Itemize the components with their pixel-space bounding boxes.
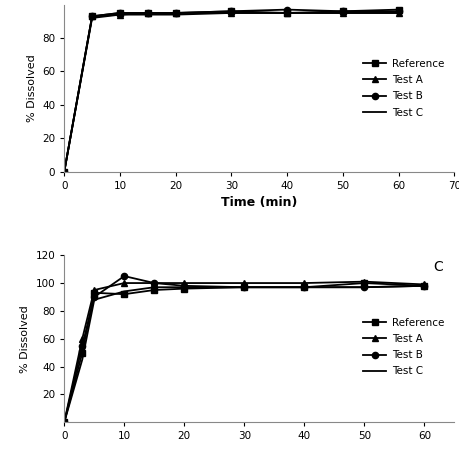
Test A — [62, 420, 67, 425]
Test A — [422, 282, 427, 287]
Reference — [151, 287, 157, 293]
Reference — [145, 10, 151, 16]
Reference — [91, 290, 97, 296]
Test B — [229, 9, 234, 14]
Reference — [182, 286, 187, 291]
Test B — [422, 283, 427, 289]
Reference — [241, 285, 247, 290]
Legend: Reference, Test A, Test B, Test C: Reference, Test A, Test B, Test C — [358, 313, 449, 382]
Reference — [396, 7, 402, 12]
X-axis label: Time (min): Time (min) — [221, 196, 297, 209]
Test B — [362, 285, 367, 290]
Test A — [62, 169, 67, 174]
Test A — [79, 336, 85, 341]
Text: C: C — [433, 260, 442, 274]
Line: Test C: Test C — [64, 286, 425, 422]
Test C — [62, 169, 67, 174]
Test C — [62, 420, 67, 425]
Test C — [151, 285, 157, 290]
Line: Test A: Test A — [61, 10, 402, 175]
Test B — [62, 169, 67, 174]
Test A — [122, 280, 127, 286]
Reference — [62, 420, 67, 425]
Test B — [396, 9, 402, 14]
Test C — [182, 285, 187, 290]
Test B — [122, 274, 127, 279]
Test A — [90, 13, 95, 19]
Test C — [229, 10, 234, 16]
Test A — [362, 279, 367, 285]
Reference — [229, 9, 234, 14]
Reference — [62, 169, 67, 174]
Test C — [302, 285, 307, 290]
Test C — [79, 357, 85, 363]
Line: Test C: Test C — [64, 13, 399, 172]
Line: Test B: Test B — [61, 273, 427, 425]
Test B — [117, 10, 123, 16]
Reference — [302, 285, 307, 290]
Test A — [145, 10, 151, 16]
Test B — [285, 7, 290, 12]
Reference — [122, 291, 127, 297]
Test C — [90, 15, 95, 21]
Reference — [362, 280, 367, 286]
Line: Test A: Test A — [61, 279, 427, 425]
Test C — [396, 10, 402, 16]
Test B — [62, 420, 67, 425]
Reference — [173, 10, 179, 16]
Test B — [91, 294, 97, 300]
Reference — [422, 283, 427, 289]
Test B — [151, 280, 157, 286]
Test C — [285, 10, 290, 16]
Line: Reference: Reference — [61, 6, 402, 175]
Reference — [285, 10, 290, 16]
Test C — [241, 285, 247, 290]
Test A — [173, 10, 179, 16]
Test C — [117, 12, 123, 17]
Test C — [362, 285, 367, 290]
Test B — [182, 283, 187, 289]
Line: Test B: Test B — [61, 6, 402, 175]
Test A — [340, 10, 346, 16]
Reference — [90, 13, 95, 19]
Test C — [91, 297, 97, 302]
Test C — [145, 12, 151, 17]
Test B — [79, 343, 85, 348]
Legend: Reference, Test A, Test B, Test C: Reference, Test A, Test B, Test C — [358, 54, 449, 123]
Test B — [173, 10, 179, 16]
Test B — [90, 13, 95, 19]
Reference — [79, 350, 85, 355]
Test A — [151, 280, 157, 286]
Test A — [241, 280, 247, 286]
Test B — [340, 9, 346, 14]
Test C — [422, 283, 427, 289]
Test C — [122, 289, 127, 294]
Test C — [173, 12, 179, 17]
Test A — [182, 280, 187, 286]
Line: Reference: Reference — [61, 280, 427, 425]
Reference — [340, 9, 346, 14]
Test A — [396, 10, 402, 16]
Y-axis label: % Dissolved: % Dissolved — [20, 305, 30, 373]
Reference — [117, 10, 123, 16]
Test A — [229, 10, 234, 16]
Test A — [285, 10, 290, 16]
Y-axis label: % Dissolved: % Dissolved — [27, 54, 37, 122]
Test A — [302, 280, 307, 286]
Test B — [145, 10, 151, 16]
Test A — [91, 287, 97, 293]
Test A — [117, 12, 123, 17]
Test B — [302, 285, 307, 290]
Test C — [340, 10, 346, 16]
Test B — [241, 285, 247, 290]
